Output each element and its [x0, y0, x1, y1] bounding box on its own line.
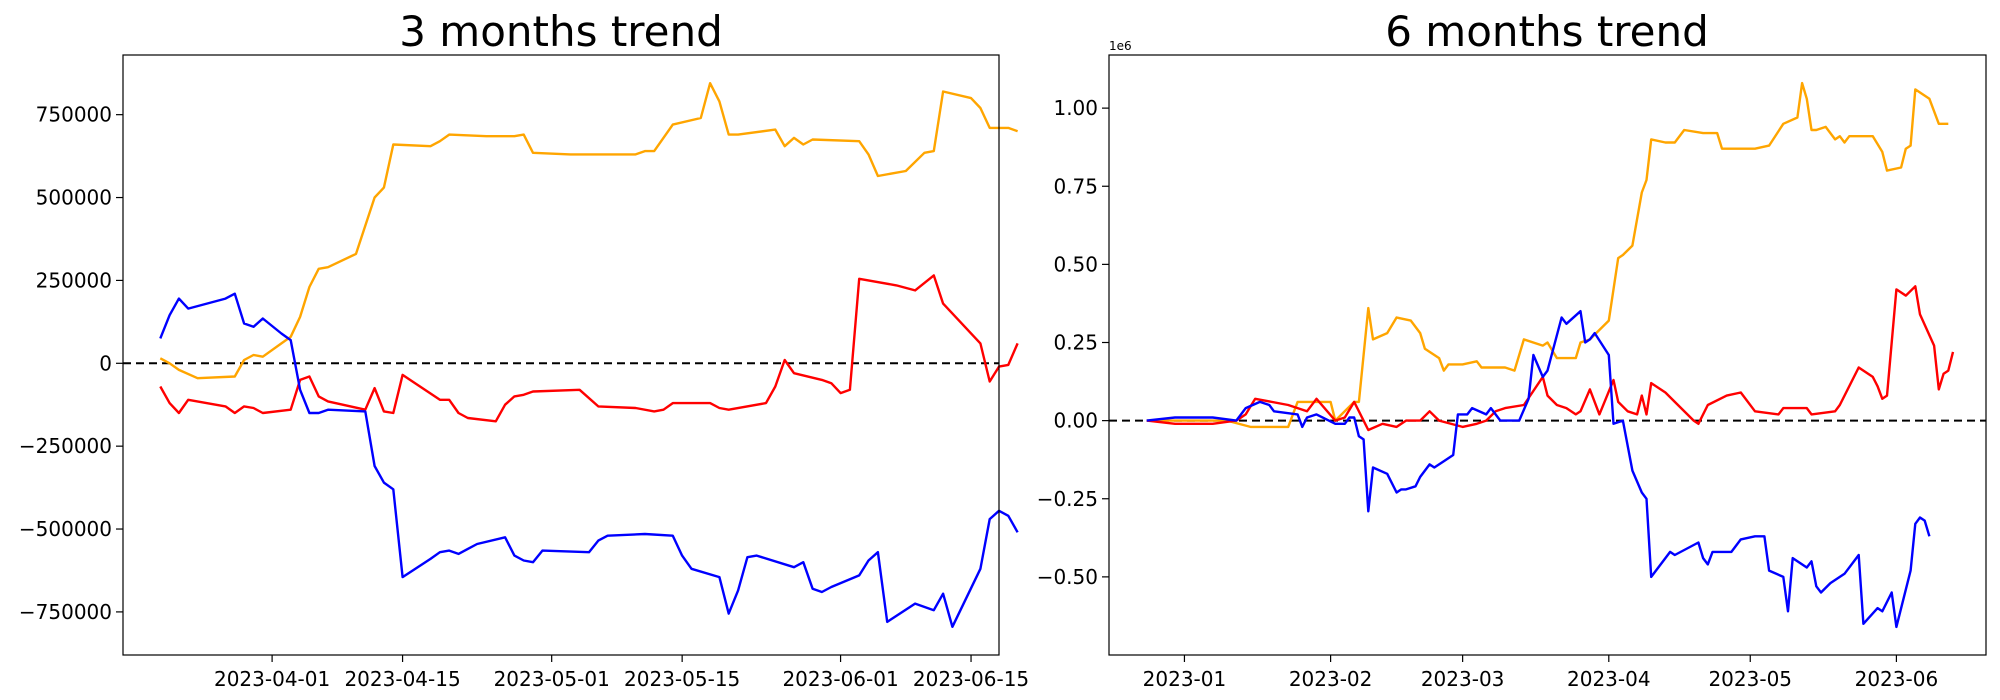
y-offset-label: 1e6 — [1109, 39, 1132, 53]
y-tick-label: 0.00 — [1053, 409, 1098, 433]
axis-ticks: −0.50 −0.25 0.00 0.25 0.50 0.75 1.00 2023-01 202… — [1037, 96, 1938, 691]
y-tick-label: 0.25 — [1053, 331, 1098, 355]
series-line-3 — [1146, 310, 1931, 629]
y-tick-label: 0 — [99, 351, 112, 375]
y-tick-label: −0.50 — [1037, 565, 1098, 589]
series-line-2 — [159, 274, 1019, 423]
y-tick-label: −750000 — [19, 600, 112, 624]
plot-frame — [1108, 54, 1987, 656]
x-tick-label: 2023-03 — [1421, 667, 1505, 691]
x-tick-label: 2023-04-01 — [214, 667, 330, 691]
x-tick-label: 2023-06 — [1855, 667, 1939, 691]
series-lines — [1109, 81, 1986, 629]
chart-title: 3 months trend — [399, 7, 723, 56]
y-tick-label: −250000 — [19, 434, 112, 458]
y-tick-label: 750000 — [36, 103, 112, 127]
x-tick-label: 2023-05-15 — [624, 667, 740, 691]
chart-title: 6 months trend — [1385, 7, 1709, 56]
x-tick-label: 2023-04 — [1567, 667, 1651, 691]
x-tick-label: 2023-04-15 — [344, 667, 460, 691]
y-tick-label: 0.75 — [1053, 174, 1098, 198]
x-tick-label: 2023-01 — [1143, 667, 1227, 691]
series-line-3 — [159, 292, 1019, 628]
chart-panel-6-months: 6 months trend 1e6 −0.50 −0.25 0.00 0.25 0.5… — [1037, 7, 1987, 691]
chart-panel-3-months: 3 months trend −750000 −500000 −250000 0 250… — [19, 7, 1029, 691]
y-tick-label: 1.00 — [1053, 96, 1098, 120]
series-line-2 — [1146, 285, 1955, 432]
y-tick-label: 0.50 — [1053, 252, 1098, 276]
plot-frame — [122, 54, 1000, 656]
y-tick-label: −500000 — [19, 517, 112, 541]
series-line-1 — [159, 81, 1019, 380]
y-tick-label: 250000 — [36, 268, 112, 292]
y-tick-label: 500000 — [36, 186, 112, 210]
y-tick-label: −0.25 — [1037, 487, 1098, 511]
x-tick-label: 2023-06-01 — [782, 667, 898, 691]
series-lines — [123, 81, 1019, 628]
x-tick-label: 2023-06-15 — [913, 667, 1029, 691]
x-tick-label: 2023-02 — [1289, 667, 1373, 691]
series-line-1 — [1146, 81, 1949, 429]
x-tick-label: 2023-05-01 — [494, 667, 610, 691]
x-tick-label: 2023-05 — [1708, 667, 1792, 691]
axis-ticks: −750000 −500000 −250000 0 250000 500000 750000… — [19, 103, 1029, 691]
